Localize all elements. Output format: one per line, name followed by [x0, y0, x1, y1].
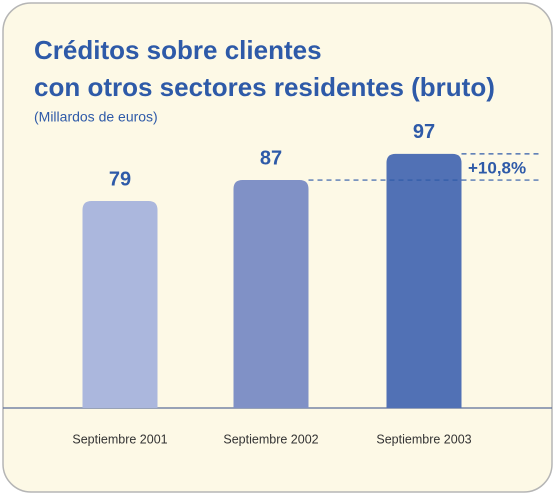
x-tick-label: Septiembre 2002 [223, 432, 318, 446]
bar [82, 201, 158, 408]
x-tick-label: Septiembre 2003 [376, 432, 471, 446]
chart-subtitle: (Millardos de euros) [34, 109, 158, 125]
chart-title: con otros sectores residentes (bruto) [34, 72, 495, 102]
bar [233, 180, 309, 408]
value-label: 87 [260, 147, 282, 169]
annotation: +10,8% [468, 158, 526, 177]
value-label: 97 [413, 121, 435, 143]
bar [386, 153, 462, 408]
x-tick-label: Septiembre 2001 [72, 432, 167, 446]
chart-title: Créditos sobre clientes [34, 35, 322, 65]
value-label: 79 [109, 168, 131, 190]
